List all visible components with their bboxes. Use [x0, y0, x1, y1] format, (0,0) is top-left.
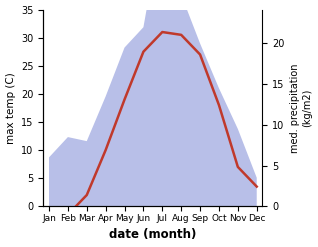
Y-axis label: med. precipitation
(kg/m2): med. precipitation (kg/m2) [290, 63, 313, 153]
Y-axis label: max temp (C): max temp (C) [5, 72, 16, 144]
X-axis label: date (month): date (month) [109, 228, 197, 242]
